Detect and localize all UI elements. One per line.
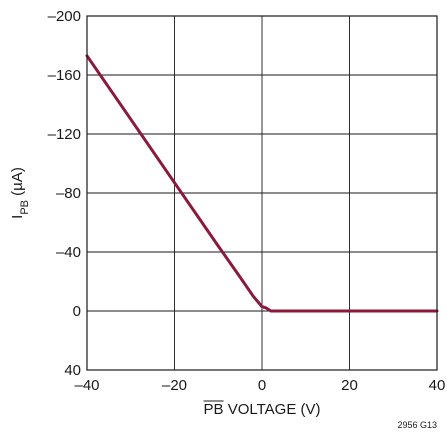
y-tick-label: –160 [48,67,81,84]
y-axis-title-subscript: PB [19,200,31,215]
x-tick-label: –20 [162,377,187,394]
series-layer [85,54,439,313]
x-axis-title: PB VOLTAGE (V) [204,401,321,418]
y-tick-label: –200 [48,8,81,25]
figure-id: 2956 G13 [397,420,437,430]
y-axis-title: IPB (µA) [9,167,31,219]
y-axis-title-main: I [9,215,26,219]
x-tick-label: 40 [429,377,446,394]
y-tick-label: 40 [64,362,81,379]
y-tick-labels: –200 –160 –120 –80 –40 0 40 [48,8,81,379]
x-tick-label: 0 [258,377,266,394]
y-tick-label: –80 [56,185,81,202]
y-tick-label: –120 [48,126,81,143]
series-line [85,54,439,313]
y-axis-title-unit: (µA) [9,167,26,200]
y-tick-label: 0 [73,303,81,320]
x-tick-label: –40 [74,377,99,394]
grid [87,16,437,370]
plot-frame [86,15,438,371]
y-tick-label: –40 [56,244,81,261]
x-tick-labels: –40 –20 0 20 40 [74,377,445,394]
x-tick-label: 20 [341,377,358,394]
